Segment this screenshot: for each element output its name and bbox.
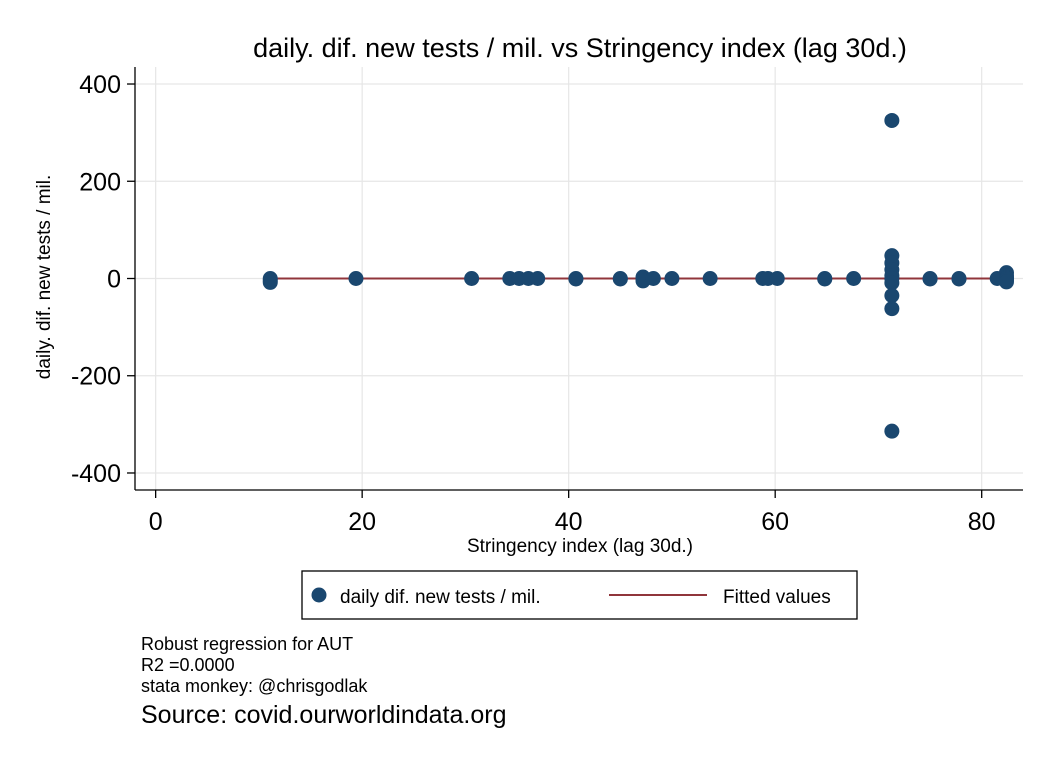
data-point	[998, 274, 1014, 290]
y-tick-label: -200	[71, 363, 121, 391]
x-tick-label: 40	[555, 508, 583, 536]
data-point	[568, 271, 584, 287]
data-point	[922, 271, 938, 287]
legend: daily dif. new tests / mil. Fitted value…	[301, 570, 858, 620]
data-point	[884, 288, 900, 304]
legend-label-fit: Fitted values	[723, 587, 831, 608]
y-tick-label: 200	[79, 168, 121, 196]
data-point	[884, 301, 900, 317]
x-tick-label: 80	[968, 508, 996, 536]
note-regression-type: Robust regression for AUT	[141, 634, 354, 654]
data-point	[846, 271, 862, 286]
chart-title: daily. dif. new tests / mil. vs Stringen…	[253, 33, 907, 63]
data-point	[530, 271, 546, 286]
data-point	[464, 271, 480, 286]
note-r2: R2 =0.0000	[141, 655, 235, 675]
axes	[127, 67, 1023, 498]
data-points	[262, 112, 1014, 439]
data-point	[612, 271, 628, 287]
x-tick-label: 0	[149, 508, 163, 536]
y-tick-label: 400	[79, 71, 121, 99]
data-point	[951, 271, 967, 287]
data-point	[702, 271, 718, 286]
legend-label-points: daily dif. new tests / mil.	[340, 587, 541, 608]
legend-box	[301, 570, 858, 620]
note-source: Source: covid.ourworldindata.org	[141, 701, 507, 729]
data-point	[262, 274, 278, 290]
data-point	[664, 271, 680, 286]
data-point	[817, 271, 833, 287]
y-axis-label: daily. dif. new tests / mil.	[34, 175, 55, 380]
data-point	[645, 271, 661, 286]
x-tick-label: 60	[761, 508, 789, 536]
scatter-chart: daily. dif. new tests / mil. vs Stringen…	[34, 33, 1023, 620]
y-tick-label: -400	[71, 460, 121, 488]
tick-labels: 0 20 40 60 80 400 200 0 -200 -400	[71, 71, 996, 536]
data-point	[884, 423, 900, 439]
data-point	[884, 112, 900, 128]
data-point	[769, 271, 785, 286]
y-tick-label: 0	[107, 266, 121, 294]
x-tick-label: 20	[348, 508, 376, 536]
chart-notes: Robust regression for AUT R2 =0.0000 sta…	[141, 634, 506, 730]
data-point	[348, 271, 364, 286]
note-author: stata monkey: @chrisgodlak	[141, 676, 368, 696]
data-point	[884, 275, 900, 291]
legend-marker-points	[311, 587, 327, 603]
x-axis-label: Stringency index (lag 30d.)	[467, 536, 693, 557]
